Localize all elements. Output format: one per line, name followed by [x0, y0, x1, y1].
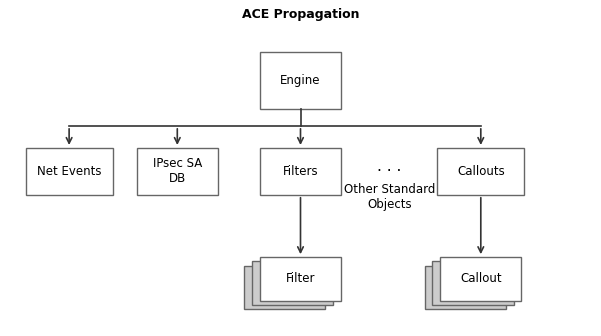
Text: . . .: . . .	[377, 159, 401, 174]
FancyBboxPatch shape	[260, 52, 341, 109]
Text: Callouts: Callouts	[457, 165, 505, 178]
FancyBboxPatch shape	[433, 261, 514, 305]
Text: Callout: Callout	[460, 272, 502, 285]
FancyBboxPatch shape	[260, 257, 341, 301]
FancyBboxPatch shape	[260, 148, 341, 195]
FancyBboxPatch shape	[438, 148, 525, 195]
FancyBboxPatch shape	[136, 148, 218, 195]
Text: Other Standard
Objects: Other Standard Objects	[344, 183, 435, 211]
FancyBboxPatch shape	[26, 148, 113, 195]
Text: ACE Propagation: ACE Propagation	[242, 8, 359, 22]
Text: Filter: Filter	[285, 272, 316, 285]
Text: Engine: Engine	[280, 74, 321, 87]
Text: Net Events: Net Events	[37, 165, 102, 178]
FancyBboxPatch shape	[440, 257, 522, 301]
FancyBboxPatch shape	[252, 261, 333, 305]
FancyBboxPatch shape	[424, 266, 506, 309]
Text: IPsec SA
DB: IPsec SA DB	[153, 157, 202, 185]
Text: Filters: Filters	[282, 165, 319, 178]
FancyBboxPatch shape	[244, 266, 326, 309]
